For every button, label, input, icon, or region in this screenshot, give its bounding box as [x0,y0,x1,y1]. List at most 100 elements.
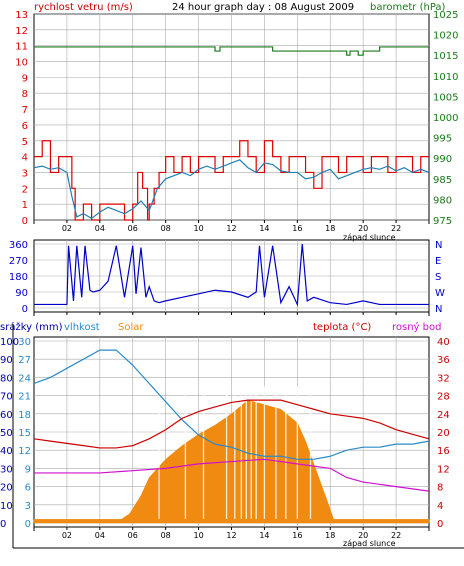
temperature-y-tick-label: 20 [437,428,450,439]
direction-y-tick-label: 360 [9,240,28,251]
x-tick-label: 16 [292,224,302,233]
rain-axis-title: srážky (mm) [0,321,63,333]
direction-y-tick-label: 270 [9,256,28,267]
temperature-y-tick-label: 0 [437,519,443,530]
temperature-y-tick-label: 32 [437,373,450,384]
x-tick-label: 08 [161,531,171,540]
direction-panel-series [34,243,429,307]
wind-axis-title: rychlost vetru (m/s) [34,2,133,13]
x-tick-label: 14 [259,224,269,233]
compass-label: W [435,288,445,299]
temperature-y-tick-label: 40 [437,337,450,348]
rain-y-tick-label: 70 [0,392,13,403]
baro-y-tick-label: 980 [433,195,452,206]
rain-y-tick-label: 10 [0,501,13,512]
x-tick-label: 20 [358,531,368,540]
baro-y-tick-label: 985 [433,175,452,186]
x-tick-label: 16 [292,531,302,540]
wind-panel-series [33,46,430,221]
rain-y-tick-label: 80 [0,373,13,384]
baro-y-tick-label: 1015 [433,51,458,62]
compass-label: N [435,304,442,315]
wind-panel-axes: 0123456789101112139759809859909951000100… [15,10,458,233]
humidity-y-tick-label: 3 [25,501,31,512]
humidity-y-tick-label: 27 [18,355,31,366]
temperature-y-tick-label: 36 [437,355,450,366]
sunset-label-bottom: západ slunce [343,539,396,548]
x-tick-label: 14 [259,531,269,540]
temperature-y-tick-label: 8 [437,483,443,494]
wind-y-tick-label: 1 [22,200,28,211]
barometer-line [34,46,429,56]
baro-y-tick-label: 995 [433,134,452,145]
x-tick-label: 06 [128,531,138,540]
compass-label: N [435,240,442,251]
x-tick-label: 02 [62,531,72,540]
temperature-axis-title: teplota (°C) [313,322,371,333]
x-tick-label: 20 [358,224,368,233]
x-tick-label: 18 [325,531,335,540]
x-tick-label: 08 [161,224,171,233]
chart-title: 24 hour graph day : 08 August 2009 [172,2,354,13]
dewpoint-line [34,458,430,492]
temperature-y-tick-label: 24 [437,410,450,421]
sunset-label-top: západ slunce [343,233,396,242]
wind-speed-line [34,140,429,221]
temperature-y-tick-label: 28 [437,392,450,403]
wind-direction-line [34,243,429,307]
x-tick-label: 12 [226,224,236,233]
humidity-y-tick-label: 12 [18,446,31,457]
x-tick-label: 02 [62,224,72,233]
wind-y-tick-label: 13 [15,10,28,21]
baro-y-tick-label: 990 [433,154,452,165]
baro-y-tick-label: 1000 [433,113,458,124]
temperature-line [33,399,430,449]
temperature-y-tick-label: 16 [437,446,450,457]
x-tick-label: 04 [95,531,105,540]
rain-y-tick-label: 100 [0,337,19,348]
temperature-y-tick-label: 4 [437,501,443,512]
x-tick-label: 18 [325,224,335,233]
rain-y-tick-label: 20 [0,483,13,494]
humidity-y-tick-label: 0 [25,519,31,530]
wind-y-tick-label: 7 [22,105,28,116]
x-tick-label: 04 [95,224,105,233]
baro-axis-title: barometr (hPa) [370,2,446,13]
wind-y-tick-label: 5 [22,137,28,148]
direction-y-tick-label: 0 [22,304,28,315]
baro-y-tick-label: 1020 [433,31,458,42]
wind-y-tick-label: 9 [22,73,28,84]
rain-y-tick-label: 90 [0,355,13,366]
x-tick-label: 22 [391,531,401,540]
solar-axis-title: Solar [118,322,144,333]
x-tick-label: 10 [193,531,203,540]
direction-y-tick-label: 180 [9,272,28,283]
rain-y-tick-label: 60 [0,410,13,421]
humidity-y-tick-label: 24 [18,373,31,384]
wind-y-tick-label: 10 [15,58,28,69]
wind-y-tick-label: 8 [22,89,28,100]
rain-y-tick-label: 0 [0,519,6,530]
x-tick-label: 12 [226,531,236,540]
humidity-axis-title: vlhkost [64,322,100,333]
rain-y-tick-label: 50 [0,428,13,439]
humidity-y-tick-label: 21 [18,392,31,403]
direction-panel-axes: 0 N 90 W 180 S 270 E 360 N [9,240,445,316]
wind-y-tick-label: 0 [22,216,28,227]
wind-y-tick-label: 6 [22,121,28,132]
baro-y-tick-label: 1025 [433,10,458,21]
rain-y-tick-label: 40 [0,446,13,457]
compass-label: E [435,256,441,267]
humidity-y-tick-label: 6 [25,483,31,494]
dewpoint-axis-title: rosný bod [392,321,441,333]
wind-y-tick-label: 4 [22,153,28,164]
humidity-y-tick-label: 9 [25,464,31,475]
rain-y-tick-label: 30 [0,464,13,475]
humidity-y-tick-label: 30 [18,337,31,348]
humidity-line [33,349,430,460]
baro-y-tick-label: 975 [433,216,452,227]
x-tick-label: 06 [128,224,138,233]
wind-y-tick-label: 2 [22,184,28,195]
wind-average-line [33,159,430,220]
